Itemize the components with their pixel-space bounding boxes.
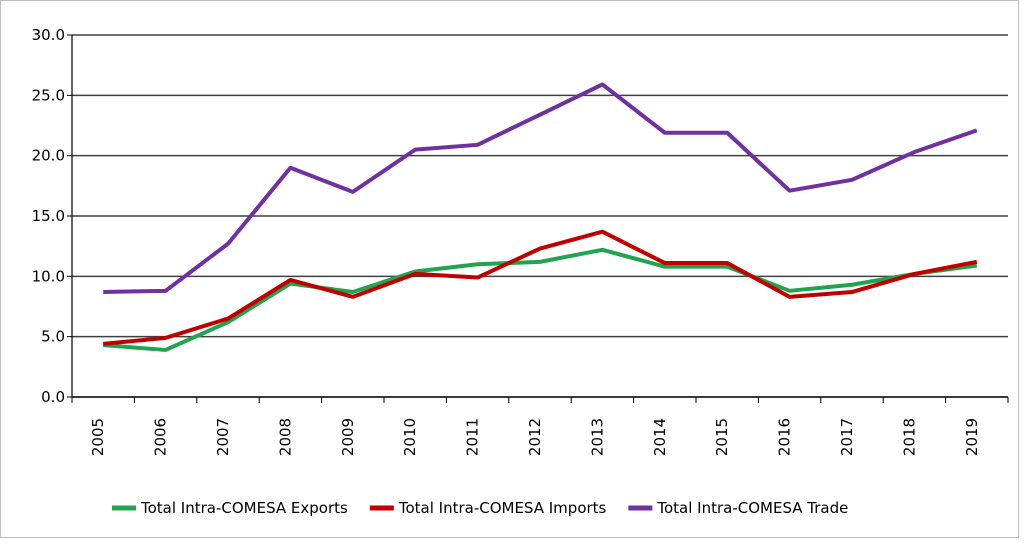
x-tick-label: 2007 [214,418,232,456]
legend-label: Total Intra-COMESA Trade [656,499,848,517]
x-tick-label: 2012 [526,418,544,456]
legend-label: Total Intra-COMESA Exports [140,499,348,517]
x-tick-label: 2009 [339,418,357,456]
y-tick-label: 25.0 [32,86,65,104]
x-tick-label: 2014 [651,418,669,456]
x-tick-label: 2015 [713,418,731,456]
x-tick-label: 2013 [588,418,606,456]
y-tick-label: 15.0 [32,207,65,225]
x-tick-label: 2011 [464,418,482,456]
line-series [103,229,978,346]
x-tick-label: 2018 [900,418,918,456]
x-tick-label: 2006 [152,418,170,456]
x-tick-label: 2017 [838,418,856,456]
line-series [103,247,978,352]
x-tick-label: 2019 [963,418,981,456]
x-tick-label: 2008 [276,418,294,456]
y-tick-label: 20.0 [32,147,65,165]
x-tick-label: 2016 [776,418,794,456]
x-tick-label: 2010 [401,418,419,456]
y-tick-label: 0.0 [41,388,65,406]
legend-label: Total Intra-COMESA Imports [398,499,607,517]
line-series [103,82,978,295]
y-tick-label: 10.0 [32,267,65,285]
y-tick-label: 30.0 [32,26,65,44]
x-tick-label: 2005 [89,418,107,456]
y-tick-label: 5.0 [41,328,65,346]
